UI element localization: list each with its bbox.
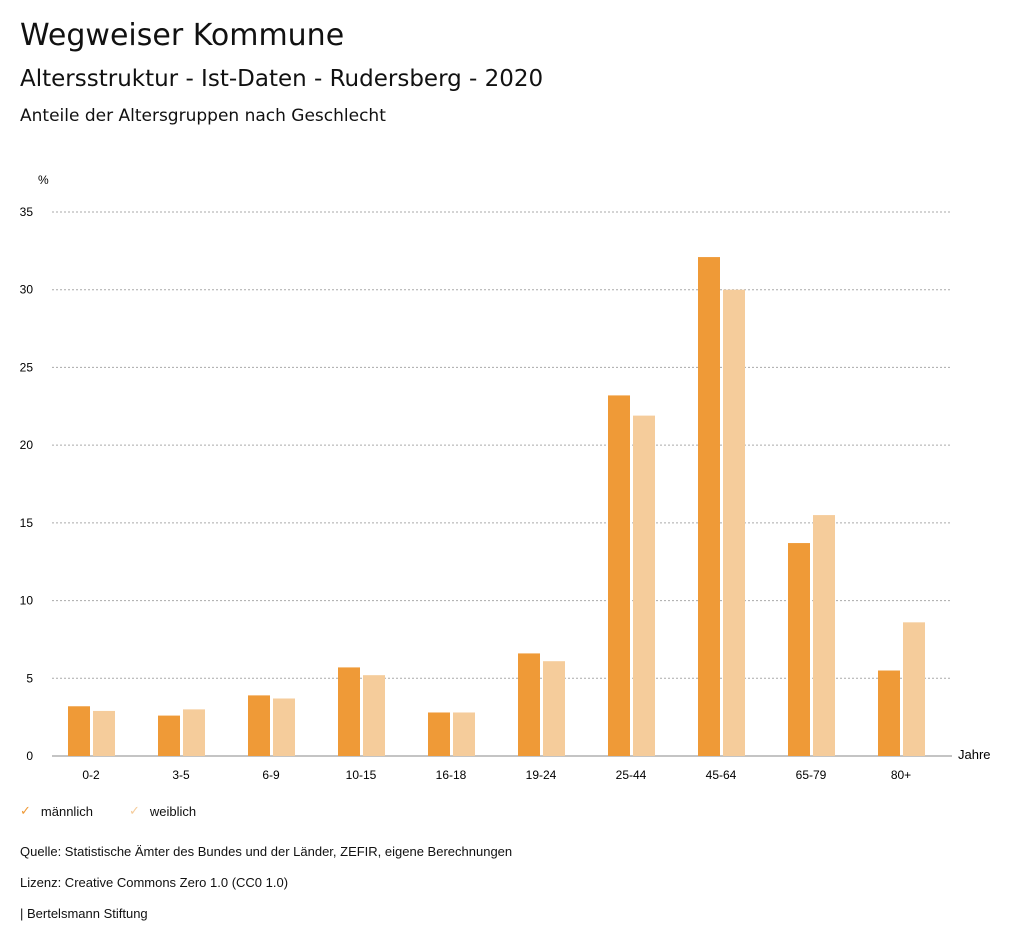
bar-männlich-25-44 (608, 395, 630, 756)
x-tick-label: 10-15 (346, 768, 377, 782)
bar-chart: % 0 5 10 15 20 25 30 35 Jahre 0-2 3-5 6-9 10-15 16-18 1… (20, 173, 991, 782)
bar-weiblich-3-5 (183, 709, 205, 756)
bar-männlich-19-24 (518, 653, 540, 756)
bar-männlich-3-5 (158, 715, 180, 756)
x-tick-label: 45-64 (706, 768, 737, 782)
x-tick-label: 16-18 (436, 768, 467, 782)
legend-item-weiblich[interactable]: ✓ weiblich (128, 803, 197, 819)
x-tick-label: 80+ (891, 768, 911, 782)
brand-text: | Bertelsmann Stiftung (20, 906, 148, 921)
bar-männlich-80+ (878, 670, 900, 756)
legend-item-maennlich[interactable]: ✓ männlich (20, 803, 93, 819)
y-tick-label: 10 (20, 594, 34, 608)
bar-weiblich-19-24 (543, 661, 565, 756)
bar-männlich-16-18 (428, 712, 450, 756)
bar-weiblich-16-18 (453, 712, 475, 756)
y-tick-label: 20 (20, 438, 34, 452)
bar-männlich-6-9 (248, 695, 270, 756)
bar-weiblich-0-2 (93, 710, 115, 756)
y-tick-label: 0 (26, 749, 33, 763)
bar-weiblich-25-44 (633, 415, 655, 756)
page-subtitle: Altersstruktur - Ist-Daten - Rudersberg … (20, 66, 544, 92)
bar-männlich-10-15 (338, 667, 360, 756)
app-title: Wegweiser Kommune (20, 18, 345, 53)
x-tick-label: 0-2 (82, 768, 100, 782)
x-tick-label: 25-44 (616, 768, 647, 782)
bar-weiblich-45-64 (723, 289, 745, 756)
y-tick-label: 30 (20, 283, 34, 297)
y-tick-label: 25 (20, 360, 34, 374)
bar-weiblich-6-9 (273, 698, 295, 756)
x-tick-label: 65-79 (796, 768, 827, 782)
x-axis-label: Jahre (958, 747, 991, 762)
bar-weiblich-65-79 (813, 515, 835, 756)
bar-weiblich-10-15 (363, 675, 385, 756)
y-tick-label: 5 (26, 671, 33, 685)
x-tick-label: 3-5 (172, 768, 190, 782)
source-text: Quelle: Statistische Ämter des Bundes un… (20, 844, 513, 859)
y-tick-label: 35 (20, 205, 34, 219)
check-icon: ✓ (20, 803, 31, 818)
check-icon: ✓ (128, 803, 140, 818)
legend: ✓ männlich ✓ weiblich (20, 803, 196, 819)
y-axis-label: % (38, 173, 49, 187)
chart-title: Anteile der Altersgruppen nach Geschlech… (20, 106, 386, 126)
y-tick-label: 15 (20, 516, 34, 530)
bar-männlich-0-2 (68, 706, 90, 756)
bar-weiblich-80+ (903, 622, 925, 756)
bar-männlich-45-64 (698, 257, 720, 756)
license-text: Lizenz: Creative Commons Zero 1.0 (CC0 1… (20, 875, 289, 890)
bar-männlich-65-79 (788, 543, 810, 756)
x-tick-label: 6-9 (262, 768, 280, 782)
x-tick-label: 19-24 (526, 768, 557, 782)
